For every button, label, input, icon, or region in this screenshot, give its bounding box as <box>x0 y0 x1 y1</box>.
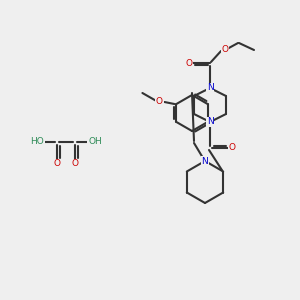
Text: O: O <box>221 44 229 53</box>
Text: O: O <box>156 97 163 106</box>
Text: N: N <box>207 118 213 127</box>
Text: O: O <box>71 160 79 169</box>
Text: O: O <box>229 143 236 152</box>
Text: N: N <box>202 157 208 166</box>
Text: O: O <box>53 160 61 169</box>
Text: N: N <box>207 83 213 92</box>
Text: O: O <box>185 58 193 68</box>
Text: OH: OH <box>88 136 102 146</box>
Text: HO: HO <box>30 136 44 146</box>
